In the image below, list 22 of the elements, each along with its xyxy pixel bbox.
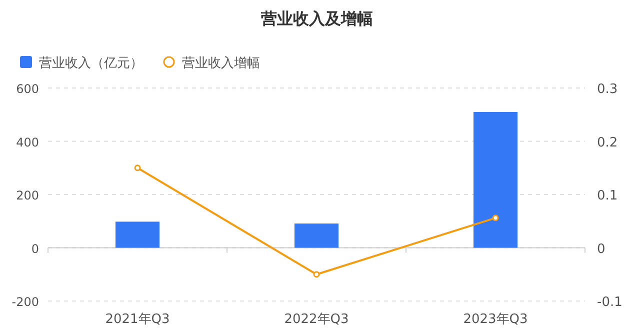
y2-tick-label: 0.2 <box>597 135 618 150</box>
y-tick-label: 600 <box>16 82 39 96</box>
point <box>134 164 141 172</box>
y-tick-label: -200 <box>12 295 39 309</box>
x-tick-label: 2022年Q3 <box>284 312 349 327</box>
chart-title: 营业收入及增幅 <box>260 9 373 28</box>
y-tick-label: 400 <box>16 135 39 150</box>
bar <box>294 224 338 248</box>
bar <box>116 222 160 248</box>
point <box>313 271 320 278</box>
y2-tick-label: 0.1 <box>597 188 618 204</box>
y-tick-label: 0 <box>31 242 39 256</box>
legend-label: 营业收入增幅 <box>182 56 260 71</box>
x-tick-label: 2023年Q3 <box>463 312 528 327</box>
bar <box>474 112 518 248</box>
point <box>492 214 499 222</box>
y2-tick-label: -0.1 <box>597 295 622 310</box>
x-tick-label: 2021年Q3 <box>105 312 170 327</box>
y2-tick-label: 0.3 <box>597 82 618 97</box>
y2-tick-label: 0 <box>597 242 606 257</box>
legend-label: 营业收入（亿元） <box>39 56 143 71</box>
y-tick-label: 200 <box>16 188 39 202</box>
